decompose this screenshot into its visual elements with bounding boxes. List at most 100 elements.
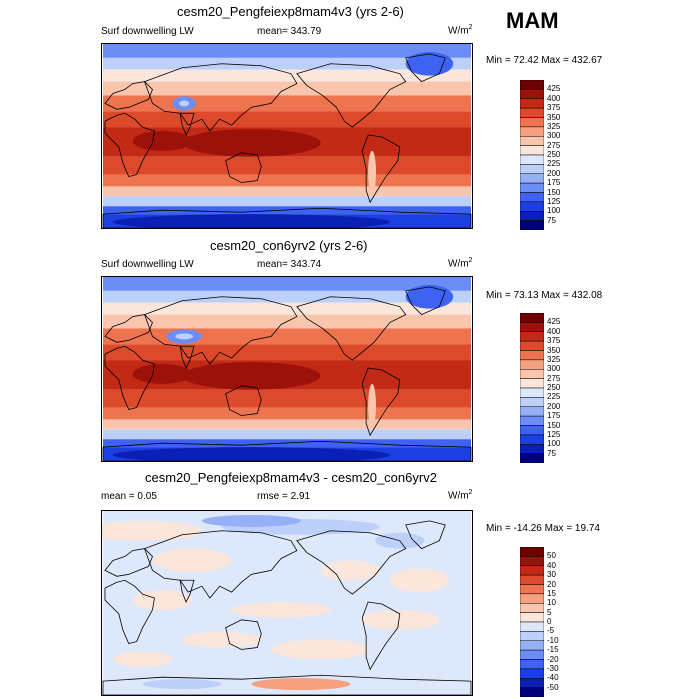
anomaly-region [182,631,262,648]
colorbar-box [520,584,544,595]
panel-3-minmax: Min = -14.26 Max = 19.74 [486,523,600,534]
colorbar-box [520,126,544,137]
colorbar-box [520,574,544,585]
colorbar-tick-label: 30 [547,570,556,580]
coastline [225,619,262,650]
panel-2-title: cesm20_con6yrv2 (yrs 2-6) [210,238,368,253]
anomaly-region [231,602,331,618]
panel-2-colorbar [520,313,544,463]
coastline [225,152,262,183]
tibet-core-region [179,100,190,107]
coastline [296,530,407,595]
colorbar-tick-label: 150 [547,187,561,197]
colorbar-box [520,612,544,623]
colorbar-tick-label: 400 [547,93,561,103]
colorbar-tick-label: 125 [547,429,561,439]
coastline [405,520,446,550]
colorbar-box [520,89,544,99]
indian-ocean-region [132,131,193,151]
colorbar-tick-label: 300 [547,364,561,374]
colorbar-box [520,98,544,109]
panel-2-minmax: Min = 73.13 Max = 432.08 [486,290,603,301]
colorbar-tick-label: 375 [547,336,561,346]
colorbar-box [520,107,544,118]
colorbar-tick-label: 100 [547,439,561,449]
colorbar-tick-label: 175 [547,178,561,188]
panel-2-units: W/m2 [448,257,473,270]
indian-ocean-region [132,364,193,384]
field-band [103,407,471,420]
coastline [104,81,153,110]
panel-3-units: W/m2 [448,489,473,502]
colorbar-box [520,668,544,679]
andes-region [368,383,377,428]
colorbar-box [520,387,544,398]
colorbar-box [520,425,544,436]
coastline [361,367,401,437]
antarctic-low-region [112,214,390,228]
antarctic-low-region [112,447,390,461]
colorbar-tick-label: 200 [547,168,561,178]
colorbar-tick-label: 400 [547,326,561,336]
coastline [296,63,407,128]
coastline [104,345,155,411]
panel-1-minmax: Min = 72.42 Max = 432.67 [486,55,603,66]
colorbar-tick-label: 300 [547,131,561,141]
colorbar-box [520,340,544,351]
coastline [361,601,401,671]
panel-3-colorbar [520,547,544,697]
colorbar-tick-label: 15 [547,588,556,598]
coastline [102,674,472,695]
colorbar-box [520,80,544,90]
andes-region [368,150,377,195]
colorbar-tick-label: 0 [547,617,552,626]
colorbar-box [520,593,544,604]
field-band [103,290,471,303]
colorbar-box [520,220,544,230]
colorbar-box [520,453,544,463]
panel-1-units: W/m2 [448,24,473,37]
colorbar-box [520,649,544,660]
colorbar-box [520,631,544,641]
colorbar-tick-label: 350 [547,112,561,122]
field-band [103,328,471,345]
colorbar-tick-label: 20 [547,579,556,589]
coastline [104,579,155,645]
colorbar-box [520,603,544,613]
colorbar-box [520,434,544,445]
field-band [103,196,471,207]
colorbar-tick-label: 75 [547,448,556,458]
anomaly-region [132,590,193,610]
colorbar-tick-label: 375 [547,103,561,113]
colorbar-tick-label: 425 [547,317,561,327]
panel-3-map [101,510,473,696]
colorbar-tick-label: 225 [547,159,561,169]
colorbar-tick-label: 10 [547,598,556,608]
colorbar-tick-label: 325 [547,354,561,364]
colorbar-tick-label: -5 [547,626,555,636]
coastline [179,345,195,369]
colorbar-box [520,678,544,688]
colorbar-box [520,201,544,212]
colorbar-tick-label: 250 [547,383,561,392]
colorbar-box [520,145,544,156]
colorbar-tick-label: -50 [547,682,559,692]
panel-3-title: cesm20_Pengfeiexp8mam4v3 - cesm20_con6yr… [145,470,437,485]
panel-2-map [101,276,473,462]
colorbar-box [520,154,544,165]
field-band [103,69,471,82]
field-band [103,156,471,175]
field-band [103,95,471,112]
coastline [225,385,262,416]
panel-1-colorbar [520,80,544,230]
colorbar-tick-label: 350 [547,345,561,355]
colorbar-tick-label: 225 [547,392,561,402]
field-band [103,429,471,440]
field-band [103,277,471,291]
colorbar-tick-label: 275 [547,140,561,150]
panel-2-mean-label: mean= 343.74 [257,259,322,270]
field-band [103,174,471,187]
greenland-low-region [405,284,454,309]
anomaly-region [320,560,380,581]
colorbar-box [520,640,544,651]
